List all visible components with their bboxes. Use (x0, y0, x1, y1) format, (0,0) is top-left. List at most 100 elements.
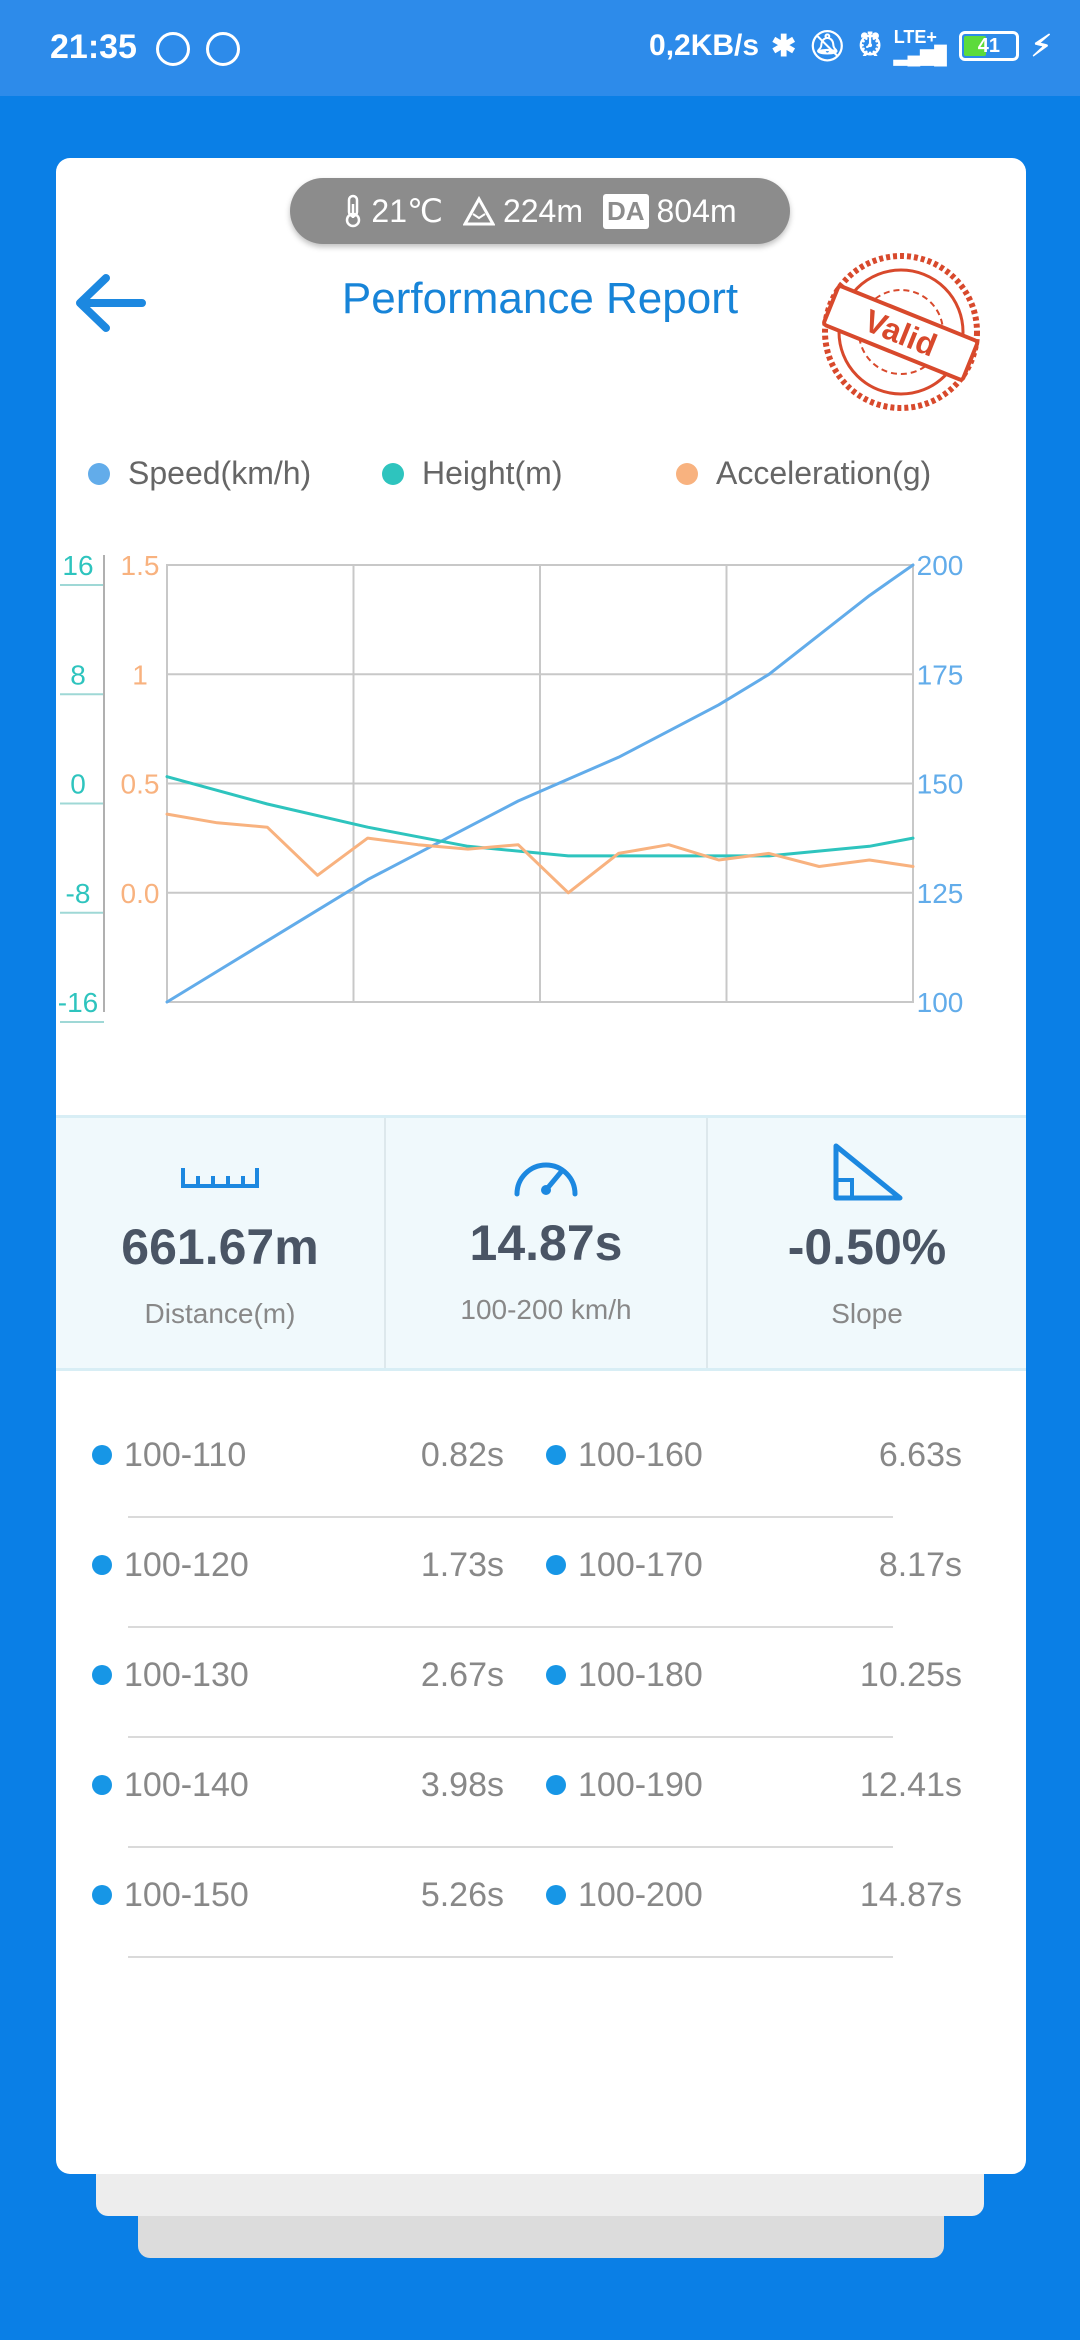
battery-icon: 41 (958, 31, 1019, 61)
split-left-time: 3.98s (420, 1765, 504, 1804)
alarm-icon: ⏰︎ (858, 29, 882, 62)
split-row: 100-130 2.67s 100-180 10.25s (56, 1620, 1026, 1738)
legend-height-label: Height(m) (422, 455, 563, 491)
speed-axis-tick-label: 100 (917, 987, 964, 1018)
split-left-label: 100-130 (92, 1620, 249, 1730)
bullet-dot (546, 1775, 566, 1795)
acceleration-axis-tick-label: 0.5 (121, 769, 160, 800)
stat-distance: 661.67m Distance(m) (56, 1118, 384, 1368)
speedometer-icon (514, 1162, 578, 1197)
height-axis-tick-label: 16 (62, 550, 93, 581)
time-value: 14.87s (469, 1215, 623, 1271)
bullet-dot (92, 1665, 112, 1685)
series-line-acceleration (165, 812, 915, 895)
split-right-time: 14.87s (859, 1875, 962, 1914)
slope-icon (833, 1143, 903, 1201)
legend-acceleration-dot (676, 462, 698, 485)
split-right-label: 100-170 (546, 1510, 703, 1620)
distance-label: Distance(m) (144, 1298, 296, 1329)
speed-axis-tick-label: 200 (917, 550, 964, 581)
legend-speed-dot (88, 462, 110, 485)
mute-bell-icon: 🔕︎ (808, 29, 847, 63)
acceleration-axis-tick-label: 1.5 (121, 550, 160, 581)
temperature-value: 21℃ (371, 193, 443, 229)
time-label: 100-200 km/h (460, 1294, 632, 1325)
split-row: 100-140 3.98s 100-190 12.41s (56, 1730, 1026, 1848)
legend-speed: Speed(km/h) (88, 455, 311, 492)
acceleration-axis-tick-label: 0.0 (121, 878, 160, 909)
split-left-time: 0.82s (420, 1435, 504, 1474)
performance-chart: 16 8 0 -8 -16 1.5 1 0.5 0.0 200 175 150 125 100 (58, 550, 964, 1023)
legend-acceleration: Acceleration(g) (676, 455, 931, 492)
height-axis-tick-label: -16 (58, 987, 98, 1018)
split-right-label: 100-200 (546, 1840, 703, 1950)
legend-height: Height(m) (382, 455, 562, 492)
status-bar: 21:35 0,2KB/s ✱ 🔕︎ ⏰︎ LTE+ ▂▄▆█ 41 ⚡︎ (0, 0, 1080, 96)
row-divider (128, 1736, 893, 1738)
bullet-dot (92, 1445, 112, 1465)
split-left-time: 5.26s (420, 1875, 504, 1914)
bullet-dot (92, 1555, 112, 1575)
conditions-pill: 21℃ 224m DA 804m (290, 178, 790, 244)
acceleration-axis-tick-label: 1 (132, 659, 148, 690)
whatsapp-icon (206, 32, 240, 66)
speed-axis-tick-label: 125 (917, 878, 964, 909)
status-time: 21:35 (50, 28, 137, 66)
bullet-dot (546, 1885, 566, 1905)
back-arrow-icon[interactable] (72, 268, 152, 338)
row-divider (128, 1516, 893, 1518)
speed-axis-tick-label: 150 (917, 769, 964, 800)
bullet-dot (546, 1445, 566, 1465)
altitude-value: 224m (502, 192, 583, 229)
height-axis-tick-label: 8 (70, 659, 86, 690)
thermometer-icon (346, 194, 361, 228)
split-right-time: 6.63s (878, 1435, 962, 1474)
summary-stats: 661.67m Distance(m) 14.87s 100-200 km/h … (56, 1115, 1026, 1371)
split-left-label: 100-140 (92, 1730, 249, 1840)
split-right-time: 12.41s (859, 1765, 962, 1804)
slope-value: -0.50% (787, 1219, 947, 1275)
density-altitude-icon: DA (602, 193, 649, 229)
row-divider (128, 1626, 893, 1628)
split-row: 100-150 5.26s 100-200 14.87s (56, 1840, 1026, 1958)
speed-axis-tick-label: 175 (917, 659, 964, 690)
bullet-dot (546, 1665, 566, 1685)
stat-divider (706, 1118, 708, 1368)
split-right-label: 100-190 (546, 1730, 703, 1840)
series-line-speed (165, 563, 915, 1004)
bullet-dot (92, 1885, 112, 1905)
split-left-label: 100-120 (92, 1510, 249, 1620)
split-right-time: 10.25s (859, 1655, 962, 1694)
split-row: 100-110 0.82s 100-160 6.63s (56, 1400, 1026, 1518)
split-left-label: 100-150 (92, 1840, 249, 1950)
row-divider (128, 1846, 893, 1848)
status-right: 0,2KB/s ✱ 🔕︎ ⏰︎ LTE+ ▂▄▆█ 41 ⚡︎ (649, 28, 1052, 64)
stat-slope: -0.50% Slope (708, 1118, 1026, 1368)
bluetooth-icon: ✱ (771, 29, 797, 63)
signal-icon: LTE+ ▂▄▆█ (893, 27, 947, 65)
mountain-icon (462, 196, 495, 226)
legend-speed-label: Speed(km/h) (128, 455, 312, 491)
height-axis-tick-label: -8 (66, 878, 91, 909)
stat-time: 14.87s 100-200 km/h (386, 1118, 706, 1368)
split-right-time: 8.17s (878, 1545, 962, 1584)
slope-label: Slope (831, 1298, 903, 1329)
split-row: 100-120 1.73s 100-170 8.17s (56, 1510, 1026, 1628)
legend-acceleration-label: Acceleration(g) (716, 455, 932, 491)
split-right-label: 100-160 (546, 1400, 703, 1510)
bullet-dot (546, 1555, 566, 1575)
stat-divider (384, 1118, 386, 1368)
split-left-time: 1.73s (420, 1545, 504, 1584)
notification-app-icon (156, 32, 190, 66)
split-right-label: 100-180 (546, 1620, 703, 1730)
height-axis-tick-label: 0 (70, 769, 86, 800)
valid-stamp-icon: Valid (816, 250, 986, 415)
charging-icon: ⚡︎ (1030, 29, 1052, 63)
row-divider (128, 1956, 893, 1958)
ruler-icon (181, 1168, 259, 1188)
density-altitude-value: 804m (656, 192, 737, 229)
legend-height-dot (382, 462, 404, 485)
page-title: Performance Report (341, 274, 739, 323)
distance-value: 661.67m (121, 1219, 319, 1275)
series-line-height (165, 775, 915, 858)
